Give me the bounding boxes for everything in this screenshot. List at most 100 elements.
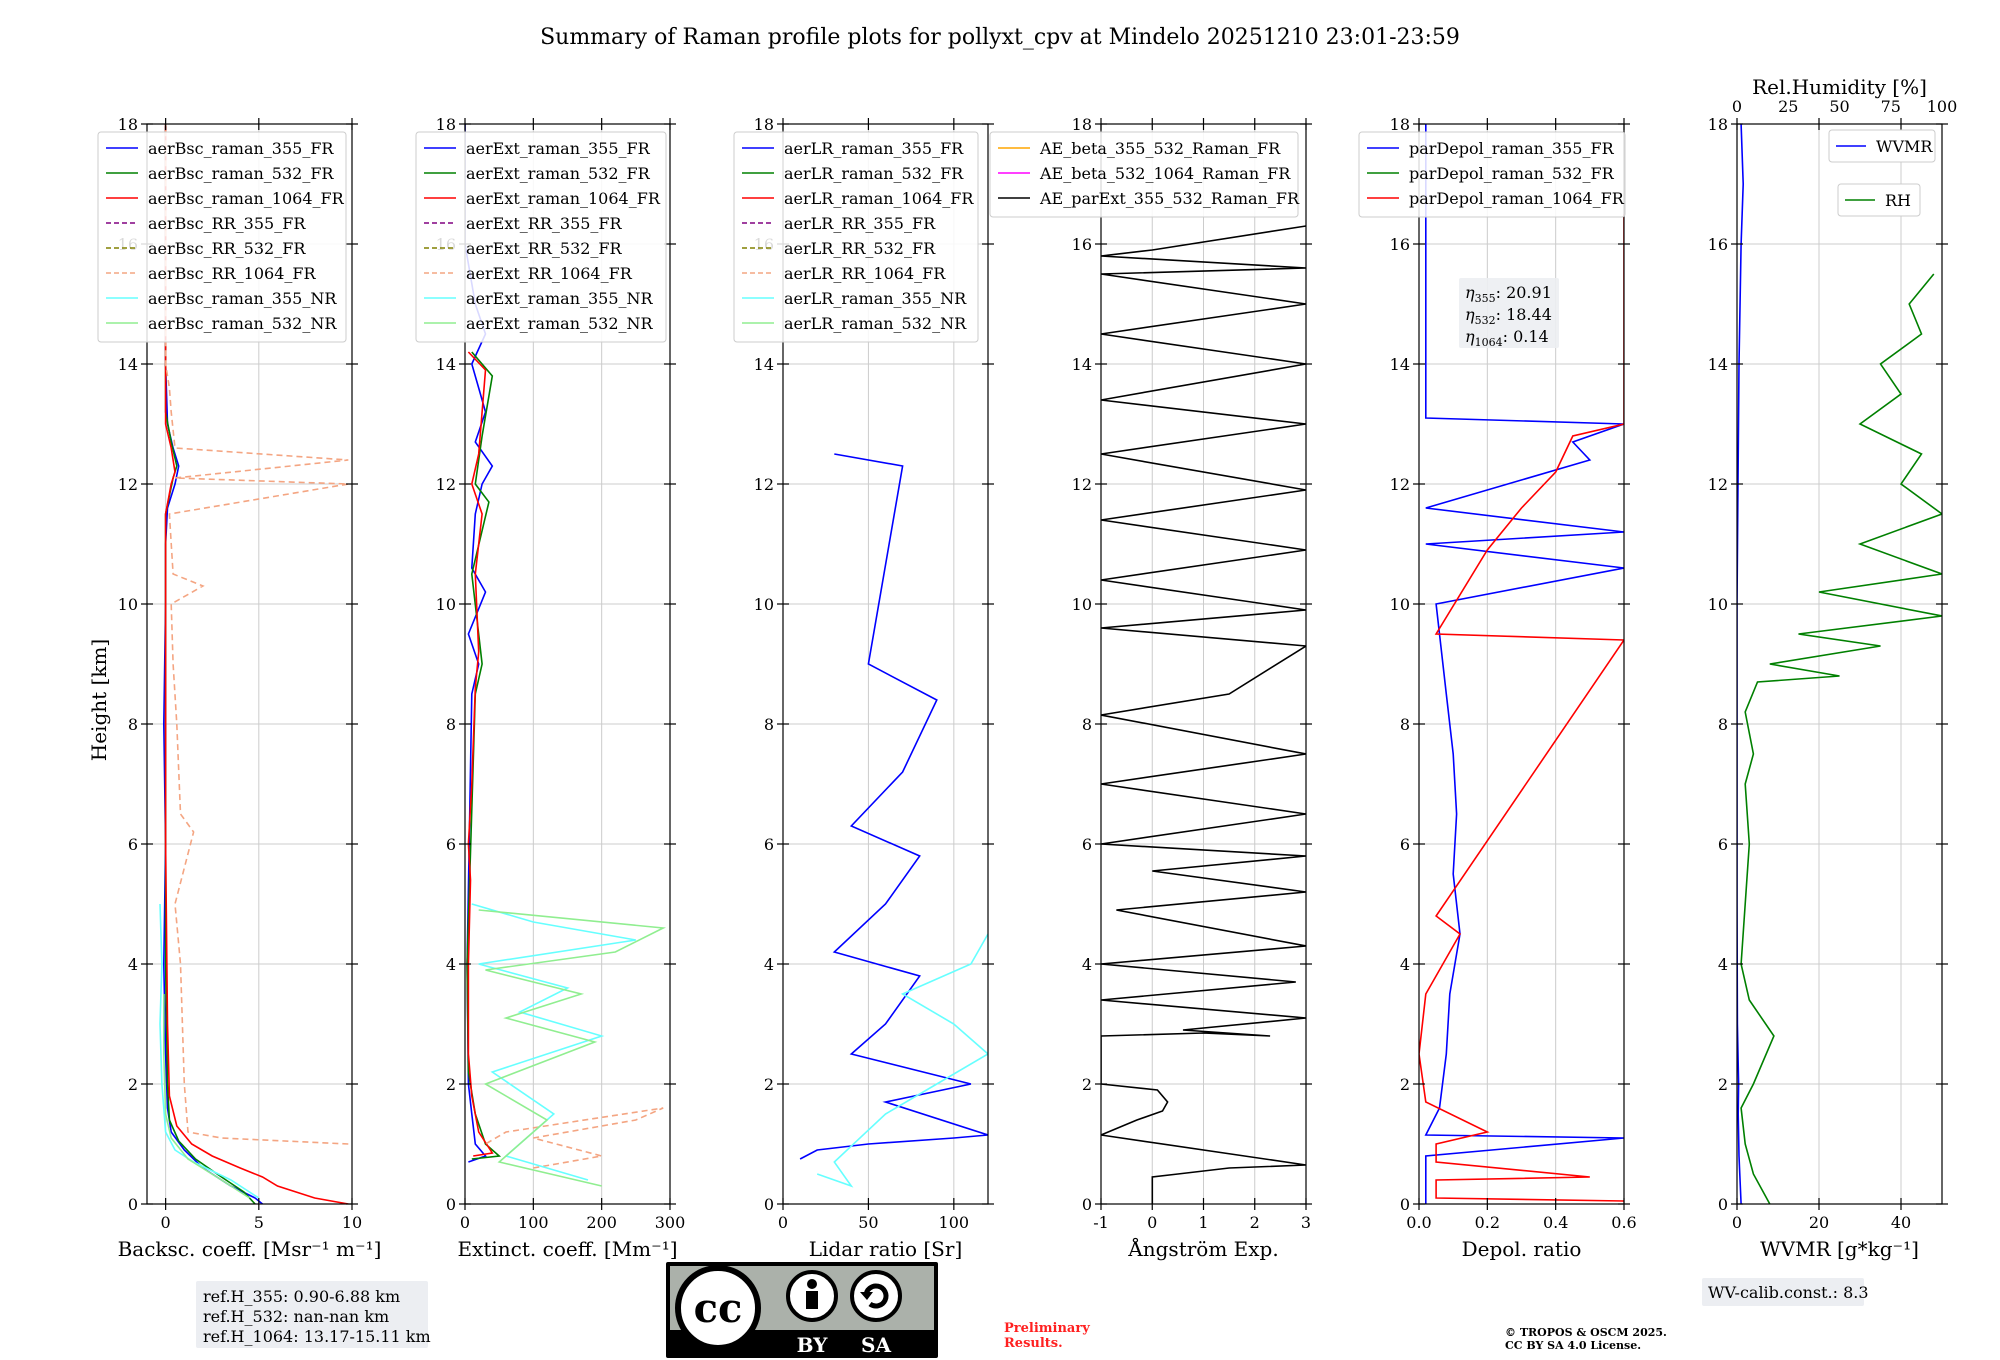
eta-annotation-text: η1064: 0.14 xyxy=(1465,327,1549,349)
xtick-label: 0 xyxy=(1147,1213,1157,1232)
figure-title: Summary of Raman profile plots for polly… xyxy=(540,25,1460,50)
ytick-label: 12 xyxy=(1390,475,1410,494)
xtick-label: 10 xyxy=(342,1213,362,1232)
xtick-label: 0.0 xyxy=(1406,1213,1431,1232)
x-axis-label: WVMR [g*kg⁻¹] xyxy=(1760,1237,1919,1261)
legend-label: aerBsc_raman_1064_FR xyxy=(148,189,345,208)
xtick-label: 5 xyxy=(254,1213,264,1232)
xtick-label: 300 xyxy=(655,1213,686,1232)
eta-subscript: 532 xyxy=(1475,314,1496,327)
legend-label: aerExt_raman_355_FR xyxy=(466,139,651,158)
axes-frame xyxy=(782,123,989,1205)
share-alike-icon xyxy=(850,1270,902,1322)
series-WVMR xyxy=(1737,124,1745,1204)
legend-box xyxy=(415,131,667,343)
eta-box xyxy=(1459,278,1559,348)
top-xtick-label: 50 xyxy=(1829,97,1849,116)
ytick-label: 16 xyxy=(1390,235,1410,254)
legend-label: parDepol_raman_1064_FR xyxy=(1409,189,1625,208)
legend-label: aerExt_RR_1064_FR xyxy=(466,264,633,283)
eta-annotation-text: η355: 20.91 xyxy=(1465,283,1552,305)
series-parDepol_raman_1064_FR xyxy=(1419,214,1624,1202)
legend-lidar_ratio: aerLR_raman_355_FR aerLR_raman_532_FR aerL… xyxy=(733,131,979,343)
ytick-label: 12 xyxy=(1708,475,1728,494)
x-axis-label: Backsc. coeff. [Msr⁻¹ m⁻¹] xyxy=(118,1237,382,1261)
ytick-label: 8 xyxy=(128,715,138,734)
legend-label: aerBsc_RR_1064_FR xyxy=(148,264,317,283)
xtick-label: 0 xyxy=(161,1213,171,1232)
eta-symbol: η xyxy=(1465,305,1475,324)
x-axis-label: Lidar ratio [Sr] xyxy=(809,1237,963,1261)
legend-label: aerBsc_RR_355_FR xyxy=(148,214,306,233)
ytick-label: 0 xyxy=(446,1195,456,1214)
legend-label: aerLR_RR_1064_FR xyxy=(784,264,946,283)
legend-label: WVMR xyxy=(1876,137,1933,156)
top-xtick-label: 25 xyxy=(1778,97,1798,116)
series-group xyxy=(465,124,667,1187)
legend-label: AE_beta_355_532_Raman_FR xyxy=(1039,139,1281,158)
legend-label: aerExt_raman_1064_FR xyxy=(466,189,661,208)
xtick-label: 3 xyxy=(1301,1213,1311,1232)
top-xtick-label: 0 xyxy=(1732,97,1742,116)
series-parDepol_raman_355_FR xyxy=(1424,124,1624,1204)
series-AE_parExt_355_532_Raman_FR xyxy=(1101,225,1306,1204)
by-label: BY xyxy=(797,1333,829,1357)
ytick-label: 16 xyxy=(1072,235,1092,254)
ytick-label: 14 xyxy=(1072,355,1092,374)
panel-backscatter: 0246810121416180510Backsc. coeff. [Msr⁻¹… xyxy=(97,115,382,1261)
ytick-label: 4 xyxy=(764,955,774,974)
series-group xyxy=(799,453,988,1188)
ytick-label: 0 xyxy=(128,1195,138,1214)
legend-label: aerLR_raman_532_FR xyxy=(784,164,964,183)
xtick-label: 0 xyxy=(1732,1213,1742,1232)
ytick-label: 4 xyxy=(1718,955,1728,974)
ytick-label: 8 xyxy=(1718,715,1728,734)
eta-value: : 0.14 xyxy=(1503,327,1549,346)
ytick-label: 14 xyxy=(1708,355,1728,374)
legend-label: AE_parExt_355_532_Raman_FR xyxy=(1039,189,1300,208)
preliminary-line-2: Results. xyxy=(1004,1336,1063,1351)
ytick-label: 0 xyxy=(1718,1195,1728,1214)
legend-label: parDepol_raman_532_FR xyxy=(1409,164,1615,183)
series-aerBsc_raman_1064_FR xyxy=(164,124,349,1204)
legend-label: aerLR_raman_355_NR xyxy=(784,289,967,308)
axes-frame xyxy=(146,123,353,1205)
ytick-label: 18 xyxy=(1072,115,1092,134)
ytick-label: 8 xyxy=(446,715,456,734)
xtick-label: 20 xyxy=(1809,1213,1829,1232)
ytick-label: 10 xyxy=(118,595,138,614)
ytick-label: 18 xyxy=(118,115,138,134)
series-group xyxy=(1737,124,1942,1204)
xtick-label: 1 xyxy=(1198,1213,1208,1232)
panels: 0246810121416180510Backsc. coeff. [Msr⁻¹… xyxy=(97,75,1957,1261)
ytick-label: 14 xyxy=(1390,355,1410,374)
series-group xyxy=(1101,225,1306,1204)
cc-license-badge[interactable]: cc BY SA xyxy=(666,1262,938,1358)
ytick-label: 10 xyxy=(1708,595,1728,614)
axes-frame xyxy=(1736,123,1943,1205)
ytick-label: 2 xyxy=(764,1075,774,1094)
legend-label: parDepol_raman_355_FR xyxy=(1409,139,1615,158)
series-aerLR_raman_355_FR xyxy=(799,453,988,1160)
xtick-label: 0.6 xyxy=(1611,1213,1636,1232)
ytick-label: 10 xyxy=(1390,595,1410,614)
legend-angstrom: AE_beta_355_532_Raman_FR AE_beta_532_1064… xyxy=(989,131,1300,218)
ytick-label: 0 xyxy=(1400,1195,1410,1214)
ytick-label: 6 xyxy=(764,835,774,854)
ytick-label: 8 xyxy=(1400,715,1410,734)
x-axis-label: Depol. ratio xyxy=(1462,1237,1582,1261)
ytick-label: 4 xyxy=(446,955,456,974)
series-aerLR_raman_355_NR xyxy=(816,933,988,1188)
x-axis-label: Extinct. coeff. [Mm⁻¹] xyxy=(457,1237,677,1261)
ytick-label: 0 xyxy=(1082,1195,1092,1214)
ytick-label: 12 xyxy=(1072,475,1092,494)
legend-label: aerBsc_raman_532_NR xyxy=(148,314,337,333)
eta-symbol: η xyxy=(1465,327,1475,346)
eta-value: : 20.91 xyxy=(1496,283,1552,302)
ytick-label: 2 xyxy=(1082,1075,1092,1094)
ytick-label: 10 xyxy=(754,595,774,614)
xtick-label: 40 xyxy=(1891,1213,1911,1232)
legend-label: aerLR_raman_355_FR xyxy=(784,139,964,158)
